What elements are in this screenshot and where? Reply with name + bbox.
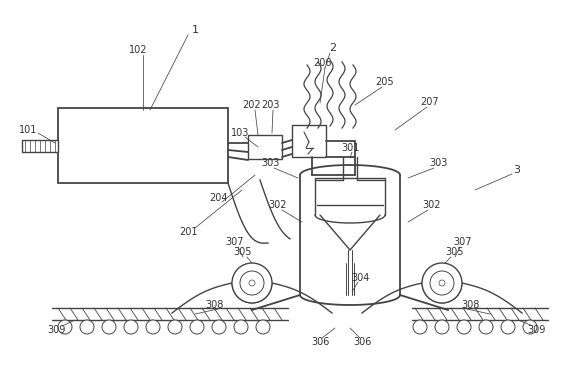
Text: 204: 204: [209, 193, 227, 203]
Text: 304: 304: [351, 273, 369, 283]
Circle shape: [439, 280, 445, 286]
Text: 302: 302: [423, 200, 441, 210]
Text: 305: 305: [234, 247, 252, 257]
Circle shape: [58, 320, 72, 334]
Circle shape: [124, 320, 138, 334]
Text: 205: 205: [376, 77, 394, 87]
Text: 1: 1: [191, 25, 198, 35]
Text: 309: 309: [528, 325, 546, 335]
Bar: [58, 108, 228, 183]
Circle shape: [240, 271, 264, 295]
Circle shape: [422, 263, 462, 303]
Text: 201: 201: [179, 227, 197, 237]
Bar: [22, 140, 58, 152]
Bar: [292, 125, 326, 157]
Text: 303: 303: [429, 158, 447, 168]
Text: 307: 307: [454, 237, 472, 247]
Text: 306: 306: [311, 337, 329, 347]
Text: 302: 302: [269, 200, 287, 210]
Circle shape: [234, 320, 248, 334]
Circle shape: [430, 271, 454, 295]
Text: 309: 309: [48, 325, 66, 335]
Circle shape: [501, 320, 515, 334]
Circle shape: [413, 320, 427, 334]
Circle shape: [256, 320, 270, 334]
Circle shape: [523, 320, 537, 334]
Circle shape: [435, 320, 449, 334]
Text: 203: 203: [261, 100, 279, 110]
Circle shape: [457, 320, 471, 334]
Circle shape: [190, 320, 204, 334]
Text: 303: 303: [261, 158, 279, 168]
Text: 102: 102: [129, 45, 147, 55]
Text: 3: 3: [513, 165, 520, 175]
Circle shape: [212, 320, 226, 334]
Circle shape: [102, 320, 116, 334]
Text: 306: 306: [353, 337, 371, 347]
Circle shape: [232, 263, 272, 303]
Text: 305: 305: [446, 247, 464, 257]
Text: 103: 103: [231, 128, 249, 138]
Text: 308: 308: [206, 300, 224, 310]
Circle shape: [168, 320, 182, 334]
Text: 101: 101: [19, 125, 37, 135]
Circle shape: [146, 320, 160, 334]
Circle shape: [479, 320, 493, 334]
Text: 206: 206: [313, 58, 331, 68]
Circle shape: [249, 280, 255, 286]
Bar: [248, 135, 282, 159]
Text: 307: 307: [226, 237, 244, 247]
Text: 202: 202: [242, 100, 262, 110]
Text: 308: 308: [461, 300, 479, 310]
Text: 2: 2: [329, 43, 336, 53]
Text: 207: 207: [420, 97, 439, 107]
Circle shape: [80, 320, 94, 334]
Text: 301: 301: [341, 143, 359, 153]
